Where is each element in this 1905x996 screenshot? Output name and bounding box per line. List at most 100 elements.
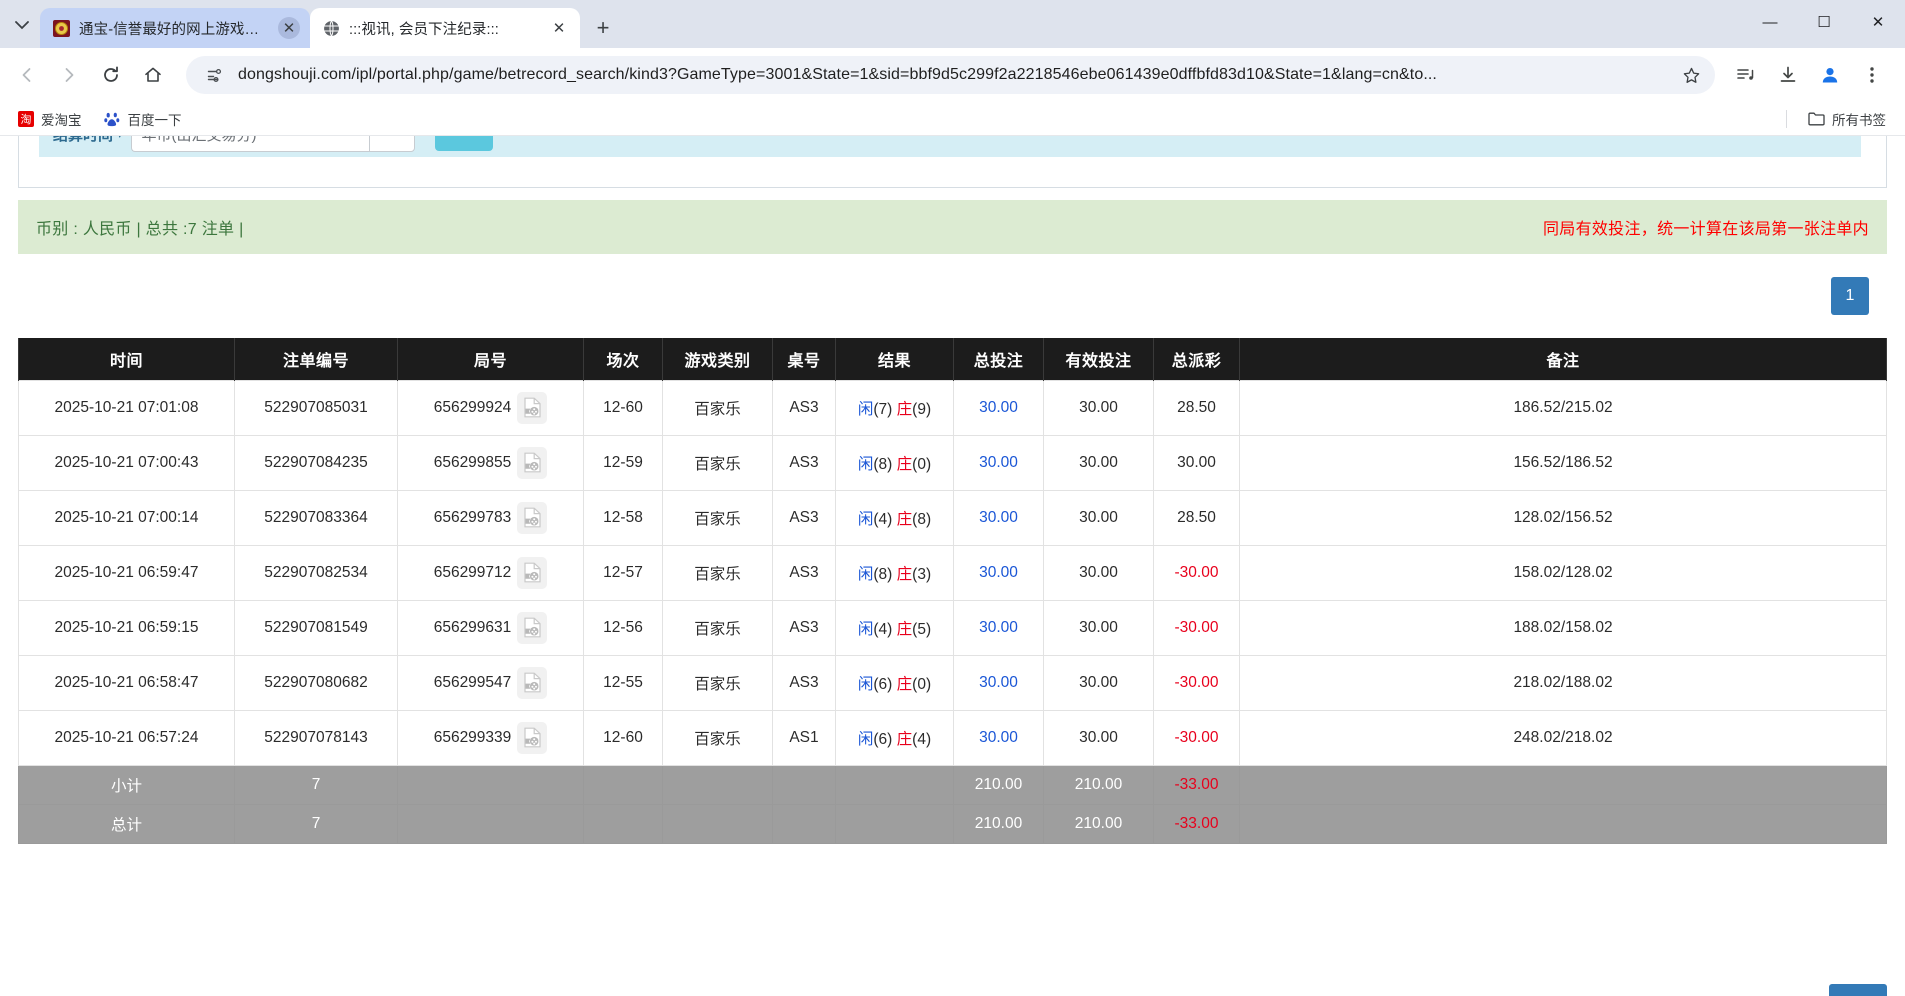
tab-title-2: :::视讯, 会员下注纪录::: [349, 21, 499, 38]
cell-payout: -30.00 [1153, 709, 1240, 766]
cell-remark: 248.02/218.02 [1239, 709, 1887, 766]
film-reel-icon[interactable] [517, 556, 548, 589]
col-session: 场次 [583, 338, 663, 380]
home-icon[interactable] [134, 56, 172, 94]
round-no-text: 656299855 [433, 453, 512, 471]
cell-time: 2025-10-21 06:59:15 [18, 599, 235, 656]
result-banker-label: 庄 [896, 620, 913, 638]
tab-close-icon-2[interactable]: ✕ [552, 20, 566, 37]
address-bar[interactable]: dongshouji.com/ipl/portal.php/game/betre… [186, 56, 1715, 94]
cell-remark: 156.52/186.52 [1239, 434, 1887, 491]
chevron-down-icon[interactable]: ▾ [117, 136, 123, 141]
cell-game-type: 百家乐 [662, 709, 773, 766]
cell-summary-blank-table [772, 803, 836, 844]
star-icon[interactable] [1679, 66, 1703, 85]
film-reel-icon[interactable] [517, 666, 548, 699]
browser-tab-2[interactable]: :::视讯, 会员下注纪录::: ✕ [310, 8, 580, 48]
bookmark-item-baidu[interactable]: 百度一下 [97, 105, 189, 133]
film-reel-icon[interactable] [517, 446, 548, 479]
round-no-text: 656299339 [433, 728, 512, 746]
taobao-icon: 淘 [17, 110, 34, 127]
downloads-icon[interactable] [1769, 56, 1807, 94]
cell-total-bet: 30.00 [953, 489, 1044, 546]
browser-tab-1[interactable]: 通宝-信誉最好的网上游戏平台 ✕ [40, 8, 310, 48]
close-window-button[interactable]: ✕ [1871, 14, 1885, 31]
col-payout: 总派彩 [1153, 338, 1240, 380]
film-reel-icon[interactable] [517, 501, 548, 534]
round-no-text: 656299712 [433, 563, 512, 581]
address-bar-url[interactable]: dongshouji.com/ipl/portal.php/game/betre… [238, 66, 1437, 83]
all-bookmarks-button[interactable]: 所有书签 [1801, 105, 1893, 133]
table-row: 2025-10-21 06:59:15 522907081549 656299631… [18, 599, 1887, 656]
search-form-row: 结算时间 ▾ 年币(出汇交易分) [39, 136, 1861, 157]
chrome-menu-icon[interactable] [1853, 56, 1891, 94]
result-player-value: (8) [873, 565, 893, 583]
film-reel-icon[interactable] [517, 391, 548, 424]
cell-session: 12-58 [583, 489, 663, 546]
page-inner: 结算时间 ▾ 年币(出汇交易分) 币别 : 人民币 | 总共 :7 注单 | 同… [0, 136, 1905, 844]
cell-payout: -30.00 [1153, 544, 1240, 601]
page-content: 结算时间 ▾ 年币(出汇交易分) 币别 : 人民币 | 总共 :7 注单 | 同… [0, 136, 1905, 996]
cell-result: 闲(8) 庄(0) [835, 434, 954, 491]
cell-round-no: 656299924 [397, 379, 584, 436]
date-range-input[interactable]: 年币(出汇交易分) [130, 136, 369, 152]
film-reel-icon[interactable] [517, 611, 548, 644]
col-game-type: 游戏类别 [662, 338, 773, 380]
reload-icon[interactable] [92, 56, 130, 94]
table-row: 2025-10-21 06:57:24 522907078143 656299339… [18, 709, 1887, 766]
cell-valid-bet: 30.00 [1043, 434, 1154, 491]
pagination-bottom-indicator[interactable] [1829, 984, 1887, 996]
cell-payout: 28.50 [1153, 379, 1240, 436]
bookmark-item-taobao[interactable]: 淘 爱淘宝 [10, 105, 89, 133]
baidu-icon [104, 110, 121, 127]
result-player-value: (6) [873, 675, 893, 693]
forward-icon[interactable] [50, 56, 88, 94]
pagination-page-1[interactable]: 1 [1831, 277, 1869, 315]
result-banker-label: 庄 [896, 510, 913, 528]
cell-time: 2025-10-21 06:57:24 [18, 709, 235, 766]
profile-icon[interactable] [1811, 56, 1849, 94]
round-no-text: 656299783 [433, 508, 512, 526]
cell-session: 12-57 [583, 544, 663, 601]
cell-table-no: AS1 [772, 709, 836, 766]
result-banker-value: (0) [912, 675, 932, 693]
search-form: 结算时间 ▾ 年币(出汇交易分) [18, 136, 1887, 166]
form-panel-bottom [18, 166, 1887, 188]
cell-remark: 158.02/128.02 [1239, 544, 1887, 601]
result-player-label: 闲 [857, 675, 874, 693]
search-submit-button[interactable] [434, 136, 493, 151]
cell-remark: 218.02/188.02 [1239, 654, 1887, 711]
cell-summary-count: 7 [234, 803, 398, 844]
cell-time: 2025-10-21 07:00:43 [18, 434, 235, 491]
tab-close-icon-1[interactable]: ✕ [278, 17, 300, 39]
reading-list-icon[interactable] [1727, 56, 1765, 94]
cell-summary-blank-game [662, 803, 773, 844]
col-round-no: 局号 [397, 338, 584, 380]
cell-valid-bet: 30.00 [1043, 489, 1154, 546]
tab-search-icon[interactable] [4, 5, 40, 45]
cell-valid-bet: 30.00 [1043, 709, 1154, 766]
back-icon[interactable] [8, 56, 46, 94]
film-reel-icon[interactable] [517, 721, 548, 754]
result-banker-value: (4) [912, 730, 932, 748]
page-settings-icon[interactable] [202, 67, 226, 84]
col-total-bet: 总投注 [953, 338, 1044, 380]
maximize-button[interactable]: ☐ [1817, 14, 1831, 31]
result-banker-label: 庄 [896, 675, 913, 693]
calendar-addon-button[interactable] [368, 136, 415, 152]
all-bookmarks-label: 所有书签 [1832, 112, 1886, 128]
cell-round-no: 656299631 [397, 599, 584, 656]
result-player-value: (6) [873, 730, 893, 748]
result-player-label: 闲 [857, 565, 874, 583]
result-banker-value: (0) [912, 455, 932, 473]
col-bet-no: 注单编号 [234, 338, 398, 380]
cell-game-type: 百家乐 [662, 599, 773, 656]
new-tab-button[interactable]: + [596, 15, 610, 40]
cell-result: 闲(6) 庄(4) [835, 709, 954, 766]
cell-session: 12-60 [583, 379, 663, 436]
result-player-label: 闲 [857, 620, 874, 638]
result-banker-label: 庄 [896, 730, 913, 748]
minimize-button[interactable]: — [1762, 13, 1778, 31]
result-player-label: 闲 [857, 510, 874, 528]
